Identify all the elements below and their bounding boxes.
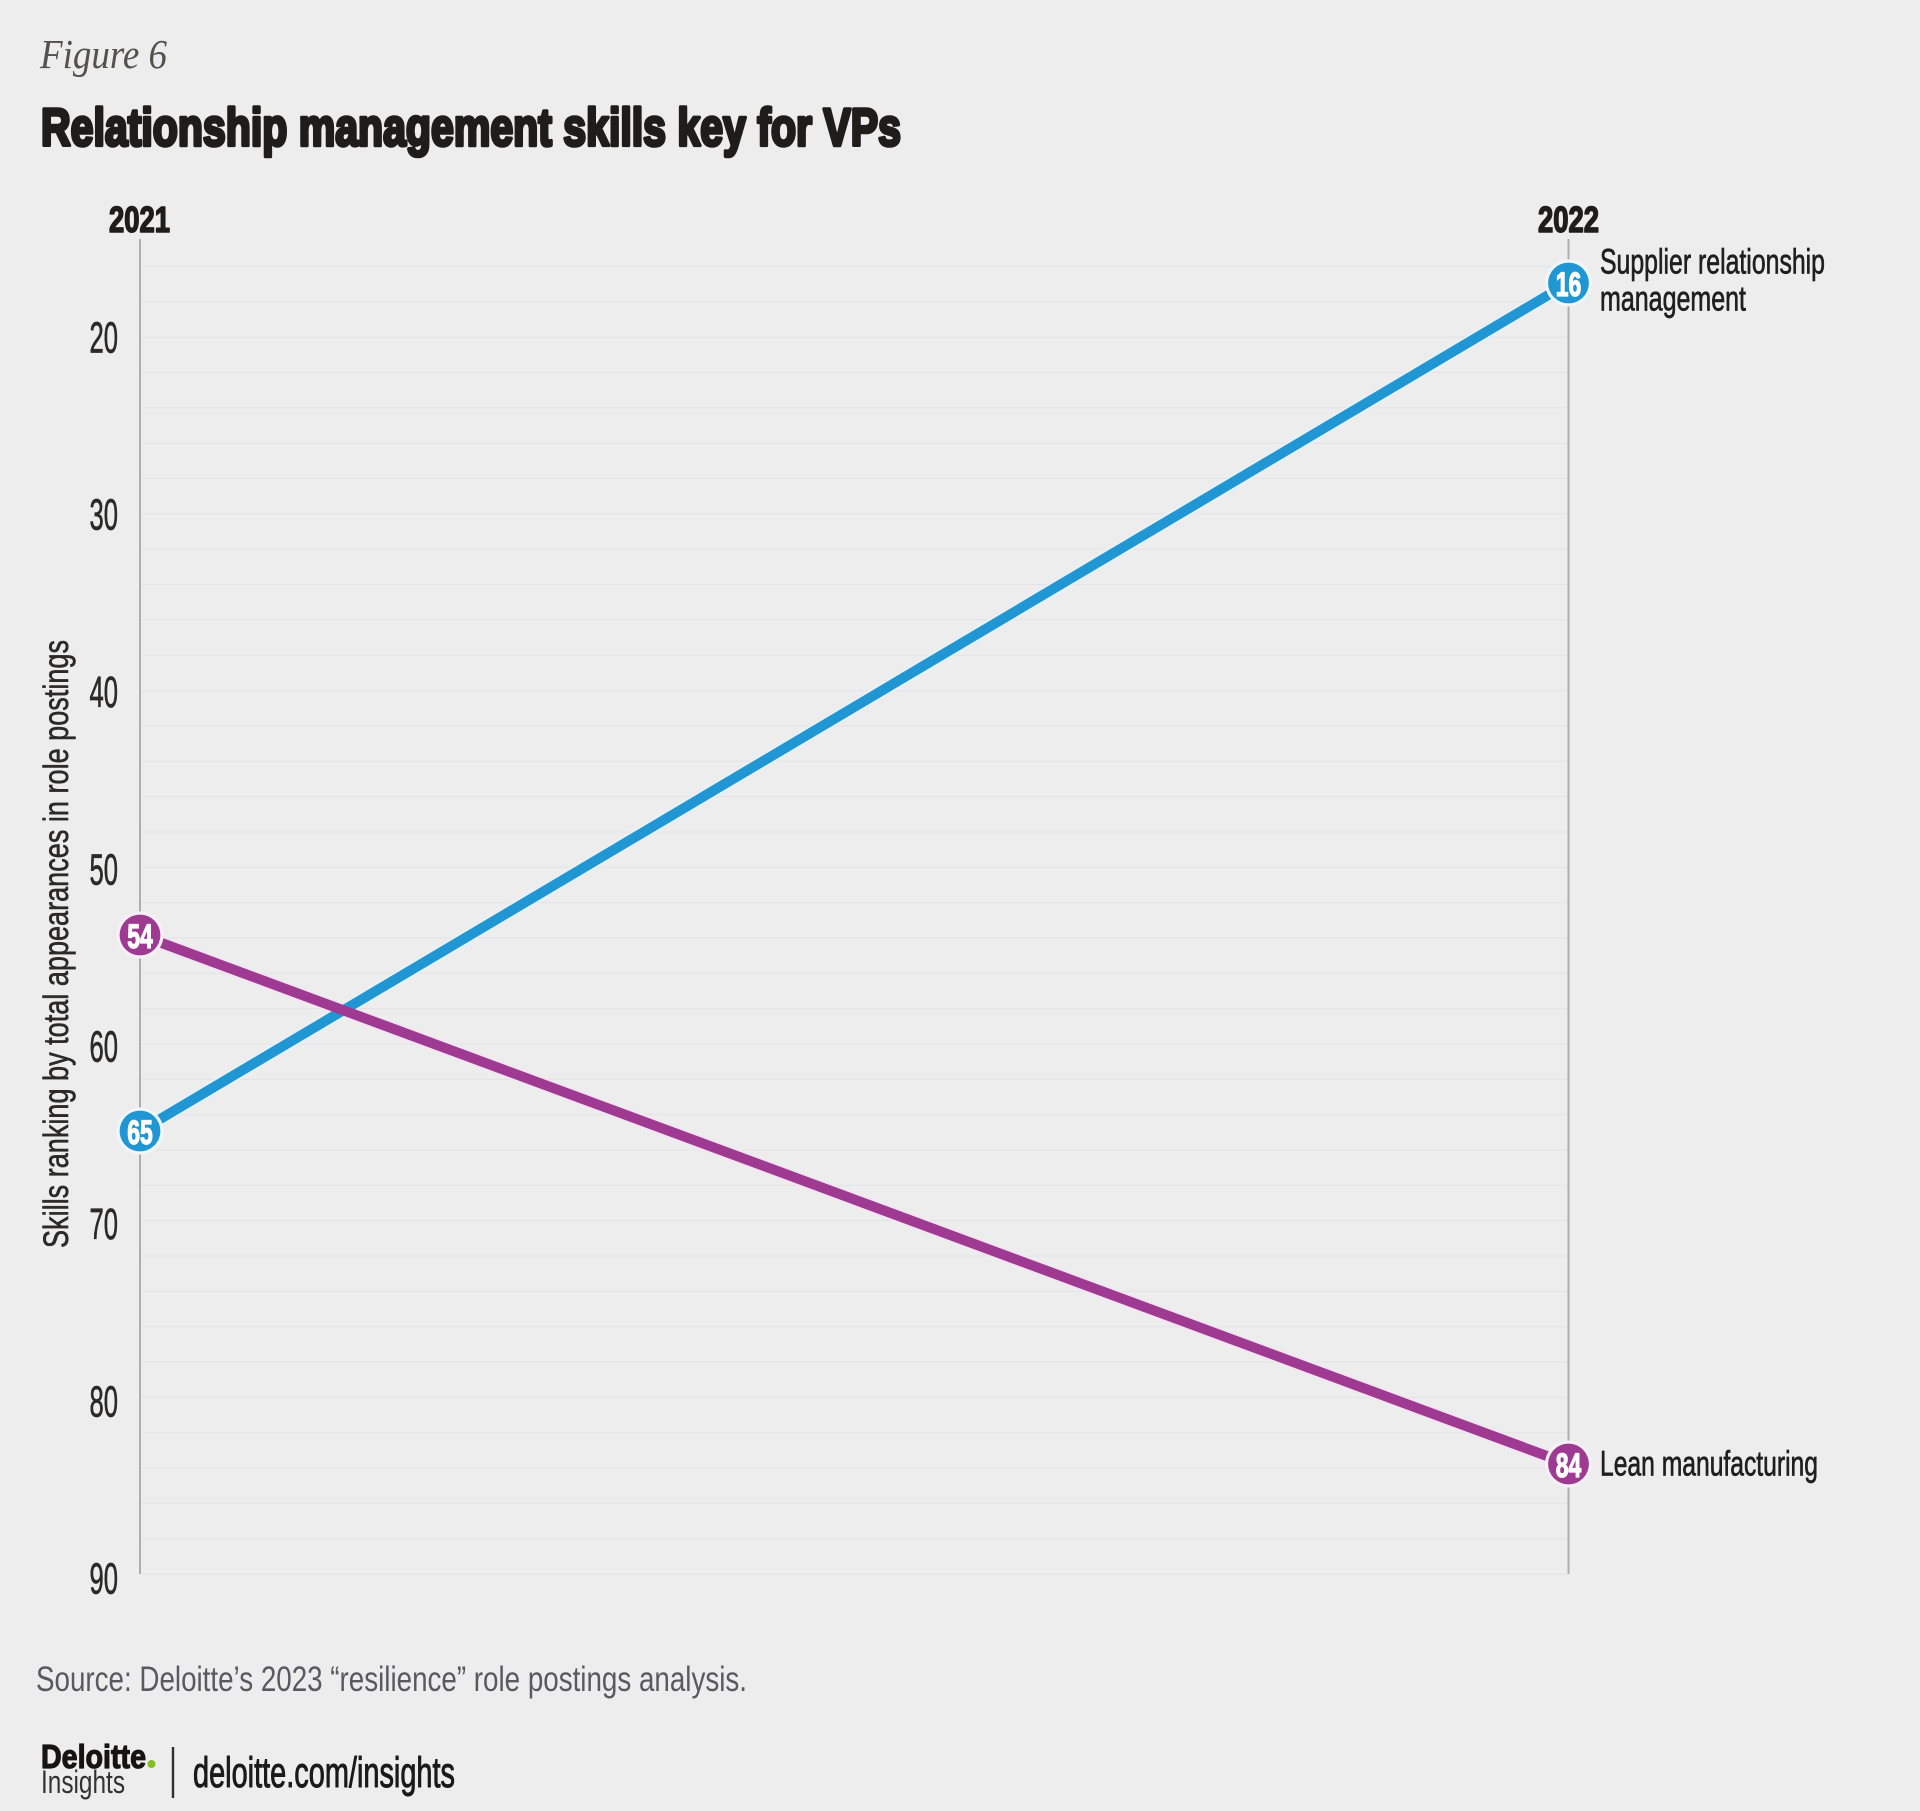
svg-text:Supplier relationship: Supplier relationship (1600, 243, 1825, 282)
svg-text:Relationship management skills: Relationship management skills key for V… (41, 99, 901, 158)
svg-text:Figure 6: Figure 6 (39, 31, 167, 77)
svg-text:16: 16 (1556, 266, 1582, 304)
svg-text:54: 54 (127, 918, 153, 956)
svg-text:80: 80 (90, 1377, 119, 1426)
svg-text:Lean manufacturing: Lean manufacturing (1600, 1445, 1818, 1484)
svg-text:30: 30 (90, 491, 119, 540)
svg-text:2021: 2021 (109, 199, 170, 240)
svg-text:Source: Deloitte’s 2023 “resil: Source: Deloitte’s 2023 “resilience” rol… (36, 1660, 747, 1699)
svg-text:65: 65 (127, 1114, 153, 1152)
svg-text:Insights: Insights (41, 1764, 125, 1800)
svg-text:50: 50 (90, 845, 119, 894)
svg-text:Skills ranking by total appear: Skills ranking by total appearances in r… (37, 640, 76, 1248)
svg-text:Deloitte: Deloitte (41, 1739, 146, 1776)
svg-text:20: 20 (90, 313, 119, 362)
svg-text:60: 60 (90, 1023, 119, 1072)
svg-text:84: 84 (1556, 1447, 1582, 1485)
svg-text:90: 90 (90, 1555, 119, 1604)
svg-text:deloitte.com/insights: deloitte.com/insights (193, 1749, 455, 1797)
svg-text:2022: 2022 (1538, 199, 1599, 240)
svg-text:70: 70 (90, 1200, 119, 1249)
svg-text:management: management (1600, 280, 1746, 319)
svg-text:40: 40 (90, 668, 119, 717)
